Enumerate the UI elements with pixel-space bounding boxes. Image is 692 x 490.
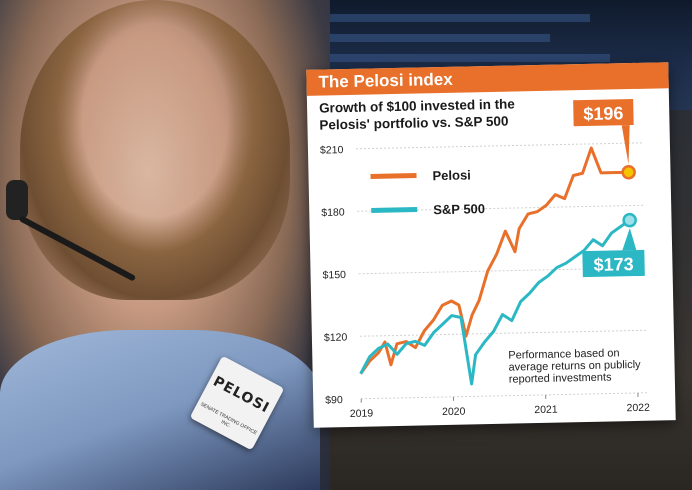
hair bbox=[20, 0, 290, 300]
chart-card: The Pelosi index Growth of $100 invested… bbox=[306, 62, 676, 428]
headset-icon bbox=[6, 180, 28, 220]
legend-swatch bbox=[371, 207, 418, 213]
x-tick-label: 2020 bbox=[442, 406, 466, 418]
performance-note-line: Performance based on bbox=[508, 347, 620, 361]
performance-note-line: reported investments bbox=[509, 371, 612, 385]
legend-swatch bbox=[370, 173, 417, 180]
grid-line bbox=[359, 329, 646, 337]
line-chart: $90 $120 $150 $180 $210 2019 2020 2021 2022 Pelos… bbox=[320, 98, 650, 420]
y-tick-label: $90 bbox=[325, 394, 343, 406]
sp500-end-label: $173 bbox=[593, 254, 633, 275]
sp500-callout-pointer bbox=[622, 228, 637, 251]
pelosi-callout-pointer bbox=[621, 125, 630, 165]
sp500-callout-box bbox=[582, 249, 645, 278]
y-tick-label: $210 bbox=[320, 144, 344, 156]
y-tick-label: $120 bbox=[324, 332, 348, 344]
series-line-s-p-500 bbox=[359, 218, 631, 386]
performance-note-line: average returns on publicly bbox=[508, 359, 641, 374]
person-photo: PELOSI SENATE TRADING OFFICE INC. bbox=[0, 0, 330, 490]
pelosi-end-label: $196 bbox=[583, 103, 623, 124]
series-end-point bbox=[621, 165, 636, 180]
legend-label: Pelosi bbox=[432, 167, 471, 183]
grid-line bbox=[355, 142, 642, 150]
grid-line bbox=[361, 392, 648, 400]
series-line-pelosi bbox=[359, 146, 629, 375]
y-tick-label: $180 bbox=[321, 207, 345, 219]
x-tick-label: 2019 bbox=[350, 408, 374, 420]
x-tick-label: 2021 bbox=[534, 404, 558, 416]
series-end-point bbox=[622, 212, 637, 228]
pelosi-callout-box bbox=[573, 98, 634, 127]
legend-label: S&P 500 bbox=[433, 201, 485, 217]
x-tick-label: 2022 bbox=[626, 402, 650, 414]
y-tick-label: $150 bbox=[322, 269, 346, 281]
